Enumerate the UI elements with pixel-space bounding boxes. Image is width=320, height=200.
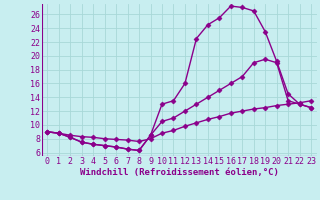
- X-axis label: Windchill (Refroidissement éolien,°C): Windchill (Refroidissement éolien,°C): [80, 168, 279, 177]
